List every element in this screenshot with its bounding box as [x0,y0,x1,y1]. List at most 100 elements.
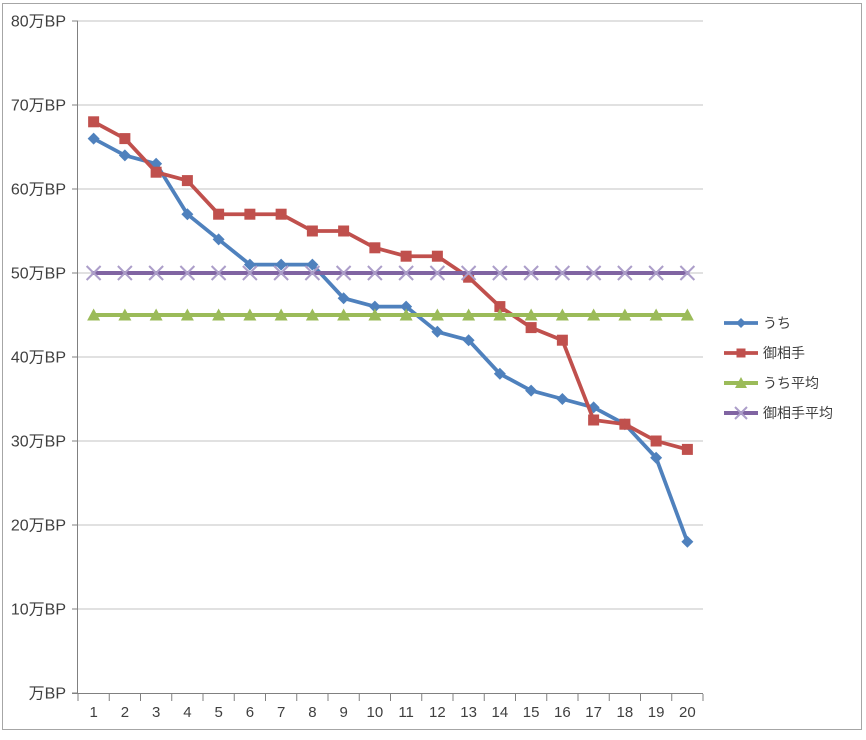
marker-triangle-icon [274,308,288,321]
y-axis-label: 60万BP [11,182,66,199]
marker-diamond-icon [681,535,694,548]
x-axis-label: 16 [554,704,571,721]
marker-triangle-icon [649,308,663,321]
series-ours [87,132,694,548]
y-axis-label: 10万BP [11,602,66,619]
marker-square-icon [88,116,100,128]
marker-diamond-icon [650,451,663,464]
y-axis-label: 80万BP [11,14,66,31]
marker-square-icon [619,418,631,430]
marker-square-icon [244,208,256,220]
marker-triangle-icon [337,308,351,321]
x-axis-label: 15 [523,704,540,721]
legend-item-ours-average: うち平均 [723,368,833,398]
marker-x-icon [523,265,539,281]
marker-diamond-icon [337,292,350,305]
legend-label-ours-average: うち平均 [763,375,819,391]
marker-square-icon [369,242,381,254]
marker-square-icon [556,334,568,346]
series-ours-average [87,308,694,321]
marker-x-icon [648,265,664,281]
x-axis-label: 19 [648,704,665,721]
marker-diamond-icon [87,132,100,145]
marker-square-icon [181,175,193,187]
marker-square-icon [588,414,600,426]
marker-diamond-icon [212,233,225,246]
legend-label-opponent: 御相手 [763,345,805,361]
x-axis-label: 11 [398,704,414,721]
legend-item-opponent-average: 御相手平均 [723,398,833,428]
marker-triangle-icon [368,308,382,321]
series-opponent [88,116,693,455]
marker-diamond-icon [400,300,413,313]
marker-triangle-icon [493,308,507,321]
y-axis-label: 40万BP [11,350,66,367]
series-line-opponent [91,119,690,452]
legend-item-opponent: 御相手 [723,338,833,368]
y-axis-label: 30万BP [11,434,66,451]
marker-diamond-icon [525,384,538,397]
marker-square-icon [650,435,662,447]
marker-triangle-icon [555,308,569,321]
marker-triangle-icon [735,377,747,388]
marker-x-icon [304,265,321,281]
marker-x-icon [429,265,446,281]
marker-diamond-icon [493,367,506,380]
x-axis-label: 4 [183,704,191,721]
legend-marker-square-icon [724,348,758,358]
marker-diamond-icon [118,149,131,162]
x-axis-label: 20 [679,704,696,721]
x-axis-label: 13 [460,704,477,721]
legend-label-ours: うち [763,315,791,331]
x-axis-label: 12 [429,704,446,721]
marker-diamond-icon [368,300,381,313]
marker-x-icon [492,265,508,281]
marker-square-icon [150,166,162,178]
x-axis-label: 7 [277,704,285,721]
marker-square-icon [431,250,443,262]
x-axis-label: 6 [246,704,254,721]
marker-x-icon [273,265,289,281]
marker-triangle-icon [462,308,476,321]
marker-triangle-icon [524,308,538,321]
x-axis-label: 10 [367,704,384,721]
series-line-ours [91,136,690,544]
marker-x-icon [335,265,352,281]
marker-x-icon [148,265,164,281]
marker-diamond-icon [431,325,444,338]
marker-diamond-icon [556,393,569,405]
marker-x-icon [117,265,133,281]
marker-square-icon [275,208,287,220]
marker-diamond-icon [306,258,319,271]
x-axis-label: 2 [121,704,129,721]
legend-marker-x-icon [724,406,758,420]
marker-x-icon [210,265,227,281]
legend-item-ours: うち [723,308,833,338]
marker-triangle-icon [399,308,413,321]
marker-triangle-icon [180,308,194,321]
y-axis-label: 20万BP [11,518,66,535]
series-opponent-average [85,265,696,281]
x-axis-label: 18 [617,704,634,721]
x-axis-label: 17 [585,704,602,721]
marker-x-icon [179,265,196,281]
marker-x-icon [85,265,102,281]
marker-diamond-icon [181,208,194,221]
marker-triangle-icon [212,308,226,321]
marker-x-icon [398,265,414,281]
marker-triangle-icon [587,308,601,321]
marker-square-icon [338,225,350,237]
marker-diamond-icon [275,258,288,271]
marker-x-icon [585,265,602,281]
marker-square-icon [306,225,318,237]
x-axis-label: 9 [339,704,347,721]
y-axis-label: 50万BP [11,266,66,283]
marker-square-icon [119,133,131,145]
marker-x-icon [617,265,633,281]
x-axis-label: 5 [214,704,222,721]
marker-triangle-icon [149,308,163,321]
legend-marker-triangle-icon [724,377,758,388]
marker-square-icon [681,443,693,455]
